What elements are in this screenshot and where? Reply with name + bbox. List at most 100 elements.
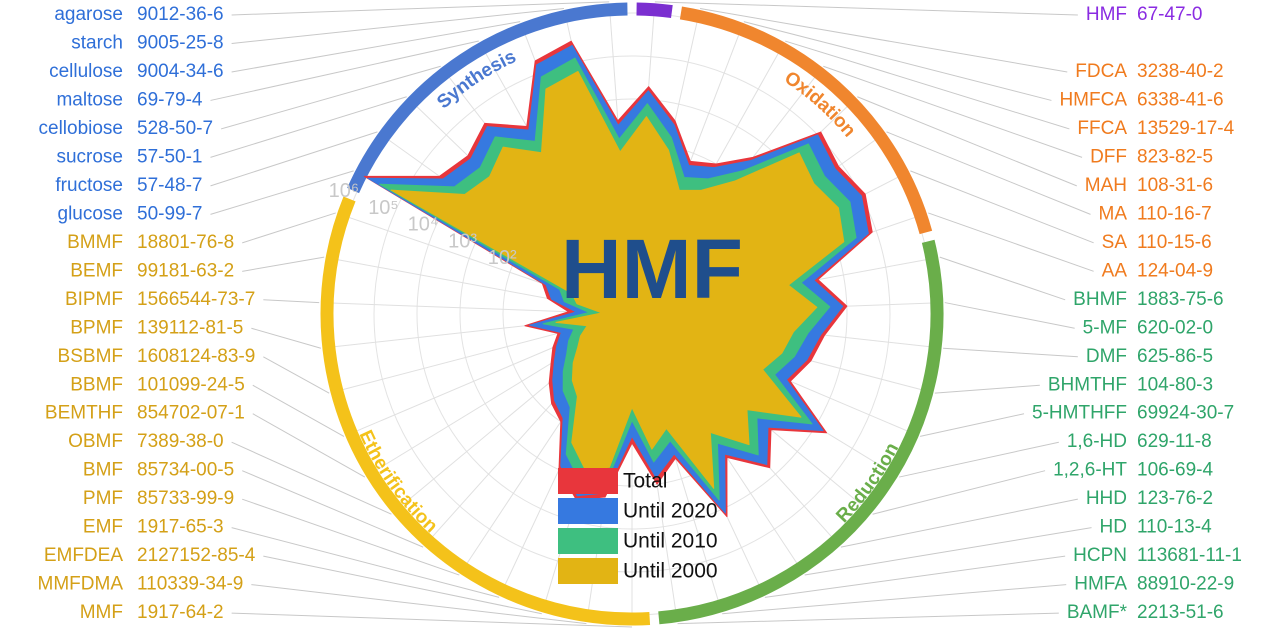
category-label: MAH [1085, 175, 1127, 196]
leader-line [823, 65, 1083, 158]
legend-swatch [558, 498, 618, 524]
category-label: HCPN [1073, 545, 1127, 566]
cas-label: 101099-24-5 [137, 374, 245, 395]
cas-label: 124-04-9 [1137, 260, 1213, 281]
leader-line [263, 299, 320, 304]
leader-line [251, 327, 322, 349]
leader-line [231, 612, 633, 628]
leader-line [654, 1, 1078, 16]
cas-label: 629-11-8 [1137, 431, 1212, 452]
leader-line [263, 356, 330, 394]
cas-label: 6338-41-6 [1137, 89, 1224, 110]
leader-line [231, 441, 392, 515]
leader-line [872, 470, 1046, 515]
group-arc [320, 196, 651, 626]
cas-label: 1917-64-2 [137, 602, 224, 623]
category-label: 1,6-HD [1067, 431, 1127, 452]
cas-label: 9004-34-6 [137, 61, 224, 82]
leader-line [231, 1, 610, 16]
leader-line [242, 256, 325, 272]
category-label: BIPMF [65, 289, 123, 310]
category-label: 5-HMTHFF [1032, 403, 1127, 424]
y-tick-label: 10⁴ [408, 214, 439, 236]
legend-swatch [558, 558, 618, 584]
group-label-text: Etherification [355, 427, 442, 537]
cas-label: 9012-36-6 [137, 4, 224, 25]
leader-line [231, 7, 564, 44]
category-label: starch [71, 32, 123, 53]
cas-label: 113681-11-1 [1137, 545, 1242, 566]
chart-title: HMF [561, 222, 743, 316]
cas-label: 57-48-7 [137, 175, 203, 196]
category-label: EMFDEA [44, 545, 124, 566]
y-tick-label: 10⁵ [368, 197, 399, 219]
category-label: HMFA [1074, 574, 1127, 595]
category-label: BBMF [70, 374, 123, 395]
group-arc [679, 6, 933, 235]
y-tick-label: 10² [488, 247, 517, 269]
leader-line [857, 96, 1077, 187]
cas-label: 3238-40-2 [1137, 61, 1224, 82]
category-label: FFCA [1077, 118, 1127, 139]
cas-label: 50-99-7 [137, 203, 203, 224]
cas-label: 104-80-3 [1137, 374, 1213, 395]
leader-line [220, 65, 441, 130]
leader-line [943, 347, 1078, 358]
cas-label: 2213-51-6 [1137, 602, 1224, 623]
cas-label: 67-47-0 [1137, 4, 1203, 25]
category-label: fructose [55, 175, 123, 196]
cas-label: 106-69-4 [1137, 460, 1213, 481]
category-label: BMMF [67, 232, 123, 253]
legend-label: Until 2010 [623, 530, 718, 553]
leader-line [939, 256, 1066, 301]
category-label: HHD [1086, 488, 1127, 509]
leader-line [251, 584, 587, 625]
cas-label: 57-50-1 [137, 146, 203, 167]
cas-label: 13529-17-4 [1137, 118, 1235, 139]
cas-label: 110339-34-9 [137, 574, 243, 595]
category-label: HD [1100, 517, 1127, 538]
cas-label: 108-31-6 [1137, 175, 1213, 196]
legend-label: Until 2000 [623, 560, 718, 583]
cas-label: 110-16-7 [1137, 203, 1212, 224]
cas-label: 69924-30-7 [1137, 403, 1234, 424]
leader-line [242, 470, 424, 548]
category-label: BAMF* [1067, 602, 1128, 623]
group-arc [636, 2, 673, 19]
category-label: 1,2,6-HT [1053, 460, 1127, 481]
leader-line [944, 302, 1075, 329]
cas-label: 88910-22-9 [1137, 574, 1234, 595]
legend-label: Until 2020 [623, 500, 718, 523]
cas-label: 123-76-2 [1137, 488, 1213, 509]
cas-label: 1608124-83-9 [137, 346, 255, 367]
leader-line [722, 584, 1067, 615]
cas-label: 9005-25-8 [137, 32, 224, 53]
cas-label: 625-86-5 [1137, 346, 1213, 367]
leader-line [210, 170, 354, 215]
cas-label: 69-79-4 [137, 89, 203, 110]
cas-label: 7389-38-0 [137, 431, 224, 452]
cas-label: 2127152-85-4 [137, 545, 256, 566]
category-label: agarose [54, 4, 123, 25]
legend-swatch [558, 528, 618, 554]
category-label: cellulose [49, 61, 123, 82]
cas-label: 854702-07-1 [137, 403, 245, 424]
cas-label: 99181-63-2 [137, 260, 234, 281]
leader-line [242, 498, 460, 576]
leader-line [899, 441, 1059, 478]
cas-label: 110-15-6 [1137, 232, 1212, 253]
leader-line [928, 212, 1094, 272]
cas-label: 18801-76-8 [137, 232, 234, 253]
leader-line [785, 40, 1070, 130]
category-label: BPMF [70, 317, 123, 338]
leader-line [743, 21, 1052, 101]
leader-line [231, 21, 521, 73]
category-label: HMF [1086, 4, 1127, 25]
leader-line [919, 413, 1025, 437]
leader-line [210, 131, 378, 187]
category-label: BHMF [1073, 289, 1127, 310]
category-label: 5-MF [1083, 317, 1127, 338]
category-label: FDCA [1075, 61, 1127, 82]
y-tick-label: 10³ [448, 230, 477, 252]
